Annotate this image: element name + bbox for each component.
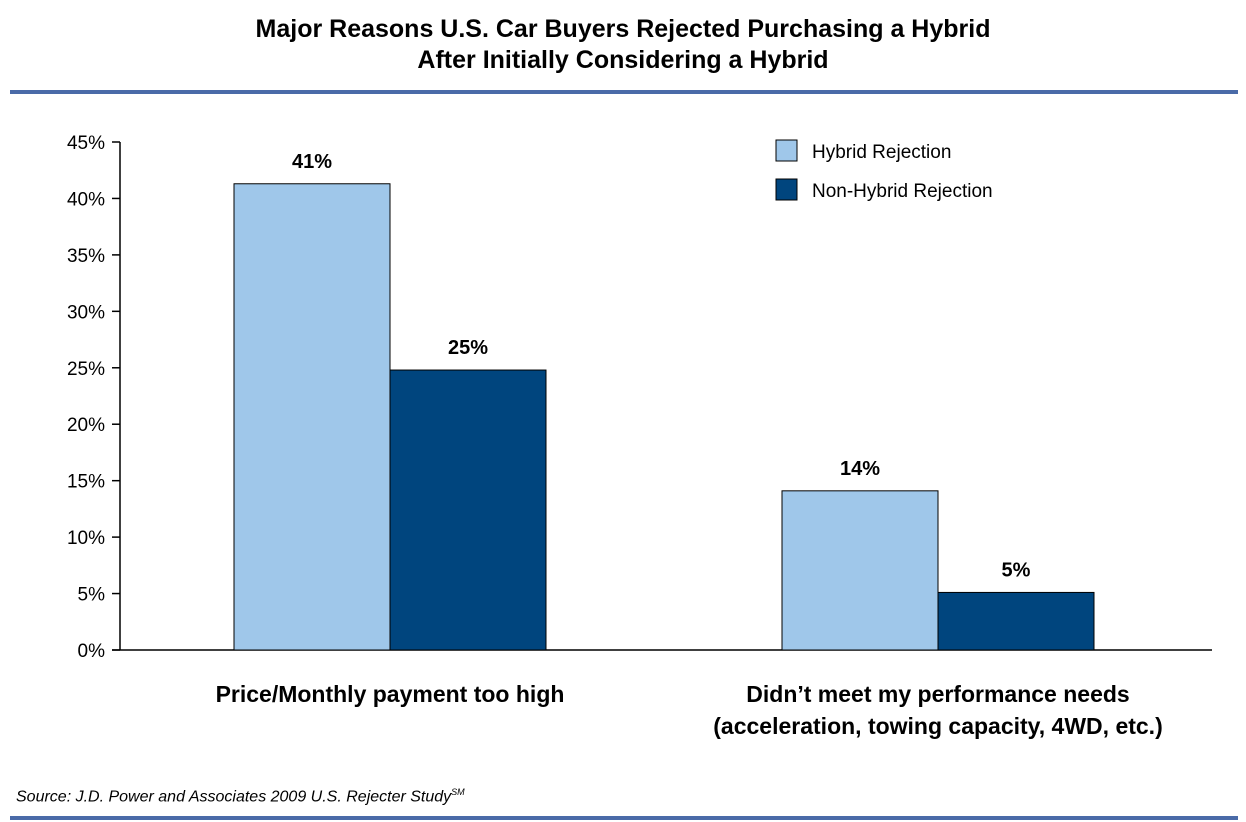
bar-non-hybrid xyxy=(937,591,1095,651)
y-tick-label: 30% xyxy=(67,302,105,323)
y-tick-label: 20% xyxy=(67,415,105,436)
source-superscript: SM xyxy=(451,787,465,797)
x-category-label: (acceleration, towing capacity, 4WD, etc… xyxy=(713,713,1162,739)
data-label: 14% xyxy=(840,458,880,480)
bar-chart: 0% 5% 10% 15% 20% 25% 30% 35% 40% 45% 41% 14% 25% 5% P… xyxy=(67,133,1212,739)
source-text: Source: J.D. Power and Associates 2009 U… xyxy=(16,788,452,806)
y-tick-label: 0% xyxy=(78,641,106,662)
bar-non-hybrid xyxy=(389,369,547,651)
y-tick-label: 5% xyxy=(78,585,106,606)
y-tick-label: 45% xyxy=(67,133,105,154)
chart-title-line-2: After Initially Considering a Hybrid xyxy=(417,46,829,74)
chart-title: Major Reasons U.S. Car Buyers Rejected P… xyxy=(0,14,1246,76)
bar-hybrid xyxy=(781,490,939,651)
y-tick-label: 10% xyxy=(67,528,105,549)
bar-hybrid xyxy=(233,183,391,651)
data-label: 5% xyxy=(1002,559,1031,581)
top-divider xyxy=(10,90,1238,94)
x-category-label: Price/Monthly payment too high xyxy=(216,681,565,707)
legend-swatch xyxy=(775,178,798,201)
y-tick-label: 25% xyxy=(67,359,105,380)
chart-title-line-1: Major Reasons U.S. Car Buyers Rejected P… xyxy=(255,15,991,43)
y-tick-label: 15% xyxy=(67,472,105,493)
legend-swatch xyxy=(775,139,798,162)
x-category-label: Didn’t meet my performance needs xyxy=(746,681,1129,707)
legend-label: Hybrid Rejection xyxy=(812,142,951,163)
data-label: 41% xyxy=(292,151,332,173)
data-label: 25% xyxy=(448,337,488,359)
y-tick-label: 35% xyxy=(67,246,105,267)
bottom-divider xyxy=(10,816,1238,820)
source-note: Source: J.D. Power and Associates 2009 U… xyxy=(16,787,465,806)
legend-label: Non-Hybrid Rejection xyxy=(812,181,993,202)
y-tick-label: 40% xyxy=(67,189,105,210)
